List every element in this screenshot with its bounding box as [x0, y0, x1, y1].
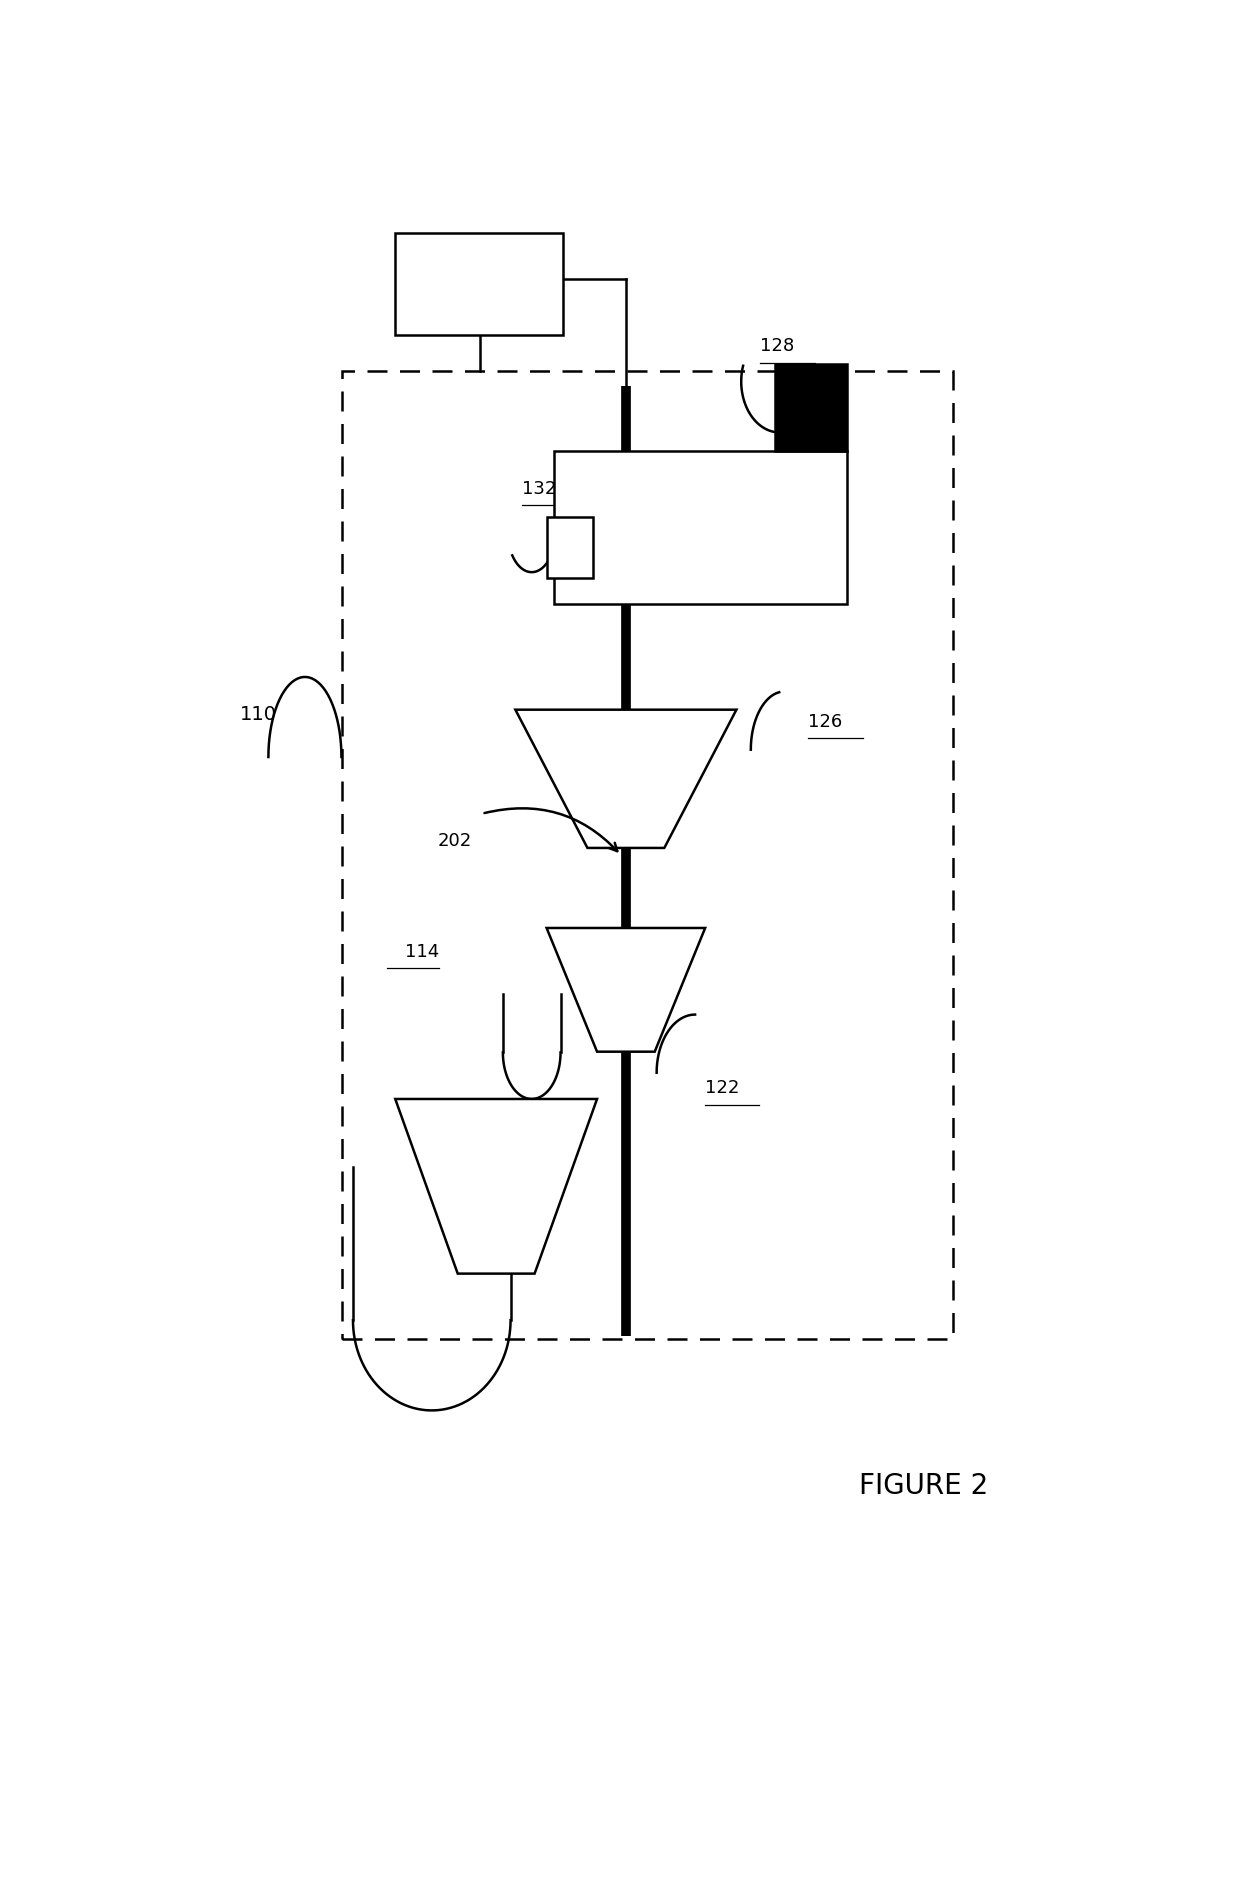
Text: 114: 114: [405, 943, 439, 960]
Text: 128: 128: [760, 336, 795, 355]
Text: FIGURE 2: FIGURE 2: [859, 1472, 988, 1498]
FancyArrowPatch shape: [485, 808, 618, 852]
Text: 126: 126: [808, 712, 843, 731]
Text: 202: 202: [438, 831, 472, 850]
Text: 210: 210: [463, 298, 496, 315]
Text: 120: 120: [596, 1009, 631, 1028]
Text: 122: 122: [704, 1079, 739, 1098]
Text: 124: 124: [595, 797, 630, 816]
Bar: [396, 234, 563, 336]
Bar: [547, 518, 593, 578]
Text: 112: 112: [463, 1207, 497, 1224]
Polygon shape: [396, 1099, 596, 1273]
Text: 132: 132: [522, 480, 557, 497]
Bar: [554, 451, 847, 604]
Polygon shape: [516, 710, 737, 848]
Text: Controller: Controller: [435, 261, 523, 278]
Polygon shape: [547, 929, 706, 1052]
Bar: [775, 365, 847, 451]
Bar: [342, 372, 952, 1339]
Text: 110: 110: [241, 705, 278, 723]
Text: 130: 130: [622, 540, 657, 559]
